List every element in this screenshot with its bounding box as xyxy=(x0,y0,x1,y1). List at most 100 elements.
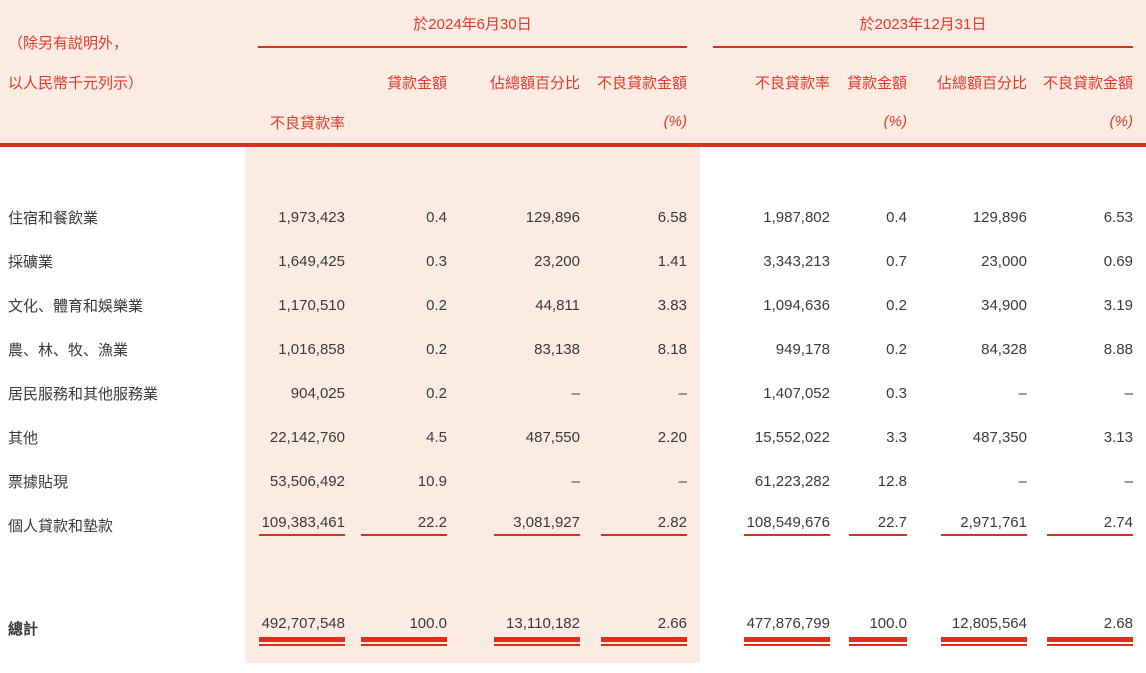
value-cell: 6.53 xyxy=(1103,208,1133,226)
value-cell: 84,328 xyxy=(981,340,1027,358)
value-cell: 12.8 xyxy=(877,472,907,490)
value-cell: 1.41 xyxy=(657,252,687,270)
value-cell: 44,811 xyxy=(535,296,580,314)
row-label: 農、林、牧、漁業 xyxy=(8,341,129,359)
value-cell: 0.4 xyxy=(426,208,447,226)
value-cell: 0.69 xyxy=(1103,252,1133,270)
percent-unit-2023-pct: (%) xyxy=(1109,112,1133,130)
value-cell: 34,900 xyxy=(981,296,1027,314)
value-cell: 1,987,802 xyxy=(763,208,830,226)
value-cell: 2.74 xyxy=(1040,503,1146,547)
row-label: 居民服務和其他服務業 xyxy=(8,385,159,403)
value-cell: 2.20 xyxy=(657,428,687,446)
value-cell: – xyxy=(1124,472,1133,490)
currency-note: （除另有説明外， 以人民幣千元列示） xyxy=(0,0,245,143)
row-label: 票據貼現 xyxy=(8,473,69,491)
value-cell: 1,094,636 xyxy=(763,296,830,314)
col-header-loan-amount-2023: 貸款金額 xyxy=(846,75,907,92)
value-cell: 129,896 xyxy=(525,208,580,226)
value-cell: 0.2 xyxy=(886,296,907,314)
row-label: 文化、體育和娛樂業 xyxy=(8,297,144,315)
value-cell: 949,178 xyxy=(775,340,830,358)
header-spacer xyxy=(700,103,843,143)
value-cell: 22.7 xyxy=(843,503,920,547)
total-value-cell: 2.68 xyxy=(1040,607,1146,649)
value-cell: – xyxy=(678,384,687,402)
value-cell: 83,138 xyxy=(534,340,580,358)
total-value-cell: 100.0 xyxy=(843,607,920,649)
table-grid: 住宿和餐飲業 1,973,423 0.4 129,896 6.58 1,987,… xyxy=(0,147,1146,649)
value-cell: – xyxy=(678,472,687,490)
value-cell: 8.88 xyxy=(1103,340,1133,358)
value-cell: 0.4 xyxy=(886,208,907,226)
value-cell: 4.5 xyxy=(426,428,447,446)
value-cell: 3,343,213 xyxy=(763,252,830,270)
value-cell: 22.2 xyxy=(358,503,460,547)
header-spacer xyxy=(920,103,1040,143)
value-cell: 109,383,461 xyxy=(245,503,358,547)
value-cell: 22,142,760 xyxy=(269,428,345,446)
value-cell: 2,971,761 xyxy=(920,503,1040,547)
group-title-2024: 於2024年6月30日 xyxy=(258,0,687,48)
header-spacer xyxy=(460,103,593,143)
currency-note-line1: （除另有説明外， xyxy=(8,35,129,52)
value-cell: 487,350 xyxy=(972,428,1027,446)
spacer-row xyxy=(0,147,1146,195)
value-cell: 108,549,676 xyxy=(700,503,843,547)
group-title-2023: 於2023年12月31日 xyxy=(713,0,1133,48)
row-label: 其他 xyxy=(8,429,39,447)
total-value-cell: 13,110,182 xyxy=(460,607,593,649)
table-header: （除另有説明外， 以人民幣千元列示） 於2024年6月30日 於2023年12月… xyxy=(0,0,1146,160)
value-cell: 129,896 xyxy=(972,208,1027,226)
value-cell: – xyxy=(1018,472,1027,490)
col-header-npl-amount-2024: 不良貸款金額 xyxy=(596,75,687,92)
value-cell: 3.3 xyxy=(886,428,907,446)
percent-unit-2024-ratio: (%) xyxy=(883,112,907,130)
value-cell: 904,025 xyxy=(290,384,345,402)
row-label: 採礦業 xyxy=(8,253,54,271)
value-cell: 0.2 xyxy=(426,296,447,314)
value-cell: 0.2 xyxy=(886,340,907,358)
value-cell: 53,506,492 xyxy=(269,472,345,490)
total-value-cell: 2.66 xyxy=(593,607,700,649)
col-header-pct-total-2024: 佔總額百分比 xyxy=(489,75,580,92)
row-label: 個人貸款和墊款 xyxy=(8,517,114,535)
value-cell: 2.82 xyxy=(593,503,700,547)
value-cell: 23,000 xyxy=(981,252,1027,270)
highlight-stripe-2024 xyxy=(245,147,700,663)
value-cell: 0.3 xyxy=(426,252,447,270)
value-cell: 1,649,425 xyxy=(278,252,345,270)
col-header-pct-total-2023: 佔總額百分比 xyxy=(936,75,1027,92)
value-cell: – xyxy=(571,384,580,402)
total-value-cell: 100.0 xyxy=(358,607,460,649)
total-value-cell: 477,876,799 xyxy=(700,607,843,649)
value-cell: 1,973,423 xyxy=(278,208,345,226)
row-label: 住宿和餐飲業 xyxy=(8,209,99,227)
value-cell: – xyxy=(1124,384,1133,402)
value-cell: 487,550 xyxy=(525,428,580,446)
col-header-npl-ratio-2024: 不良貸款率 xyxy=(754,75,830,92)
spacer-row xyxy=(0,547,1146,607)
value-cell: 1,016,858 xyxy=(278,340,345,358)
value-cell: 0.7 xyxy=(886,252,907,270)
col-header-npl-ratio-2023: 不良貸款率 xyxy=(269,115,345,132)
header-spacer xyxy=(358,103,460,143)
col-header-npl-amount-2023: 不良貸款金額 xyxy=(1042,75,1133,92)
currency-note-line2: 以人民幣千元列示） xyxy=(8,75,144,92)
value-cell: 1,407,052 xyxy=(763,384,830,402)
value-cell: 3.19 xyxy=(1103,296,1133,314)
total-row-label: 總計 xyxy=(8,620,39,638)
value-cell: – xyxy=(571,472,580,490)
value-cell: 23,200 xyxy=(534,252,580,270)
total-value-cell: 492,707,548 xyxy=(245,607,358,649)
value-cell: 6.58 xyxy=(657,208,687,226)
value-cell: 61,223,282 xyxy=(754,472,830,490)
col-header-loan-amount-2024: 貸款金額 xyxy=(386,75,447,92)
value-cell: – xyxy=(1018,384,1027,402)
value-cell: 0.2 xyxy=(426,384,447,402)
percent-unit-2024-pct: (%) xyxy=(663,112,687,130)
header-spacer xyxy=(245,48,358,103)
table-body: 住宿和餐飲業 1,973,423 0.4 129,896 6.58 1,987,… xyxy=(0,147,1146,673)
value-cell: 3,081,927 xyxy=(460,503,593,547)
